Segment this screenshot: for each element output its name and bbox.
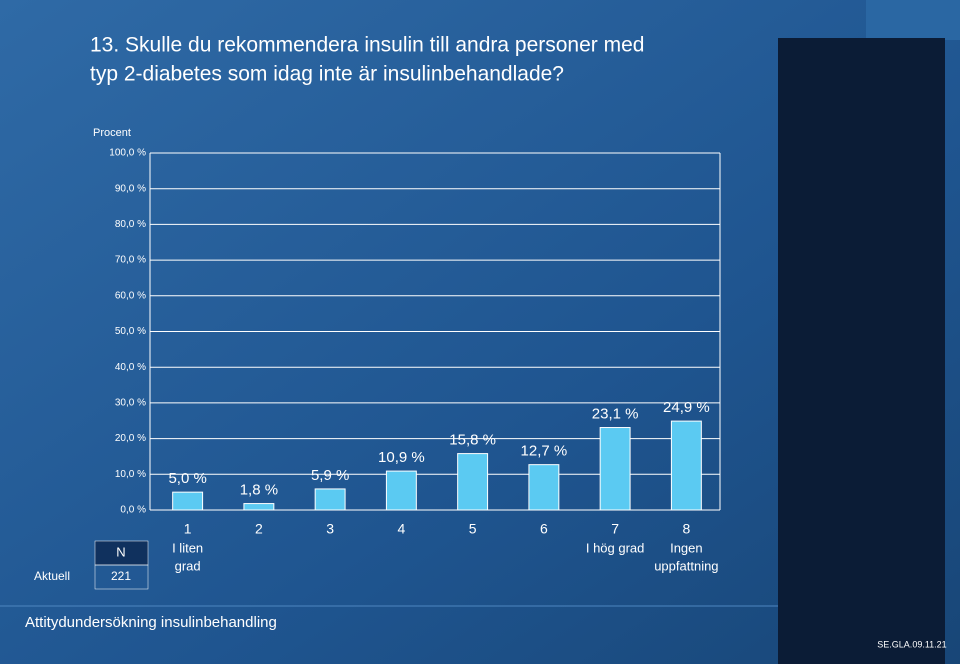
y-tick-label: 70,0 %	[115, 255, 146, 266]
x-tick-label: 2	[255, 521, 263, 537]
y-tick-label: 90,0 %	[115, 183, 146, 194]
bar	[457, 453, 489, 511]
y-tick-label: 50,0 %	[115, 326, 146, 337]
corner-tile	[866, 0, 960, 40]
value-label: 5,9 %	[311, 467, 349, 484]
y-tick-label: 30,0 %	[115, 398, 146, 409]
x-tick-label: 5	[469, 521, 477, 537]
value-label: 23,1 %	[592, 406, 639, 423]
y-tick-label: 10,0 %	[115, 469, 146, 480]
value-label: 5,0 %	[168, 470, 206, 487]
n-value-cell	[94, 564, 149, 590]
y-tick-label: 20,0 %	[115, 433, 146, 444]
x-tick-label: 6	[540, 521, 548, 537]
x-tick-label: 8	[682, 521, 690, 537]
title-line: typ 2-diabetes som idag inte är insulinb…	[90, 63, 564, 86]
x-tick-label: 3	[326, 521, 334, 537]
x-tick-description: I liten	[172, 540, 203, 555]
value-label: 15,8 %	[449, 432, 496, 449]
y-tick-label: 100,0 %	[109, 148, 146, 159]
bar	[243, 503, 275, 511]
x-tick-label: 1	[184, 521, 192, 537]
x-tick-description: uppfattning	[654, 558, 718, 573]
bar	[172, 491, 204, 511]
footer: Attitydundersökning insulinbehandling	[25, 614, 277, 631]
y-axis-label: Procent	[93, 127, 131, 139]
bar	[385, 470, 417, 511]
value-label: 1,8 %	[240, 482, 278, 499]
y-tick-label: 0,0 %	[120, 505, 146, 516]
value-label: 12,7 %	[521, 443, 568, 460]
bar	[599, 427, 631, 511]
x-tick-description: grad	[175, 558, 201, 573]
x-tick-description: I hög grad	[586, 540, 645, 555]
doc-code: SE.GLA.09.11.21	[877, 639, 946, 649]
value-label: 24,9 %	[663, 399, 710, 416]
y-tick-label: 80,0 %	[115, 219, 146, 230]
y-tick-label: 40,0 %	[115, 362, 146, 373]
bar	[670, 420, 702, 511]
x-tick-description: Ingen	[670, 540, 703, 555]
title-line: 13. Skulle du rekommendera insulin till …	[90, 34, 644, 57]
x-tick-label: 4	[397, 521, 405, 537]
bar	[314, 488, 346, 511]
bar	[528, 464, 560, 511]
value-label: 10,9 %	[378, 449, 425, 466]
y-tick-label: 60,0 %	[115, 290, 146, 301]
n-row-label: Aktuell	[34, 569, 70, 583]
n-header-cell	[94, 540, 149, 566]
n-value: 221	[111, 569, 131, 583]
n-header: N	[116, 544, 125, 559]
side-panel	[778, 38, 945, 664]
x-tick-label: 7	[611, 521, 619, 537]
